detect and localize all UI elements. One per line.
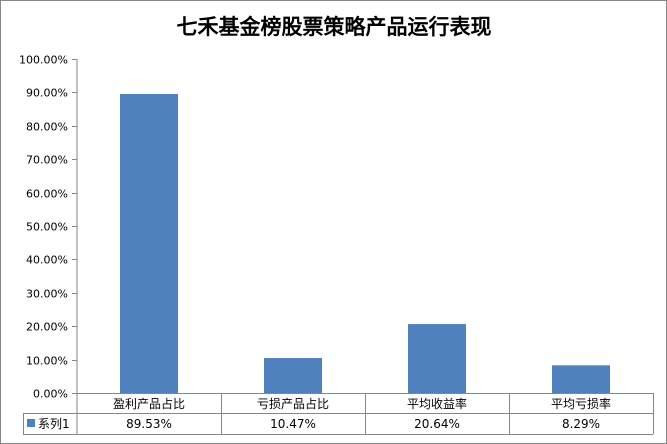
y-tick-label: 10.00%	[26, 355, 68, 368]
category-label: 平均收益率	[407, 396, 467, 411]
y-axis: 0.00% 10.00% 20.00% 30.00% 40.00% 50.00% 60.00…	[19, 54, 78, 434]
y-tick-label: 40.00%	[26, 254, 68, 267]
bar	[552, 365, 610, 393]
y-tick-label: 70.00%	[26, 154, 68, 167]
data-label: 8.29%	[562, 417, 600, 431]
y-tick-label: 50.00%	[26, 221, 68, 234]
legend-series-name: 系列1	[38, 417, 70, 431]
y-tick-label: 30.00%	[26, 288, 68, 301]
y-tick-label: 90.00%	[26, 87, 68, 100]
category-label: 亏损产品占比	[257, 396, 329, 411]
bar	[408, 324, 466, 393]
category-label: 盈利产品占比	[113, 396, 185, 411]
y-tick-label: 20.00%	[26, 321, 68, 334]
data-label: 10.47%	[270, 417, 316, 431]
y-tick-label: 100.00%	[19, 54, 68, 67]
y-tick-label: 0.00%	[33, 388, 68, 401]
bar	[120, 93, 178, 394]
data-table: 盈利产品占比 89.53% 亏损产品占比 10.47% 平均收益率 20.64% 平均亏损率…	[23, 393, 654, 435]
legend-swatch	[27, 419, 35, 427]
y-tick-label: 80.00%	[26, 121, 68, 134]
y-tick-label: 60.00%	[26, 188, 68, 201]
data-label: 89.53%	[126, 417, 172, 431]
bar	[264, 358, 322, 393]
bars	[120, 93, 610, 394]
data-label: 20.64%	[414, 417, 460, 431]
category-label: 平均亏损率	[551, 396, 611, 411]
chart-title: 七禾基金榜股票策略产品运行表现	[177, 15, 492, 39]
